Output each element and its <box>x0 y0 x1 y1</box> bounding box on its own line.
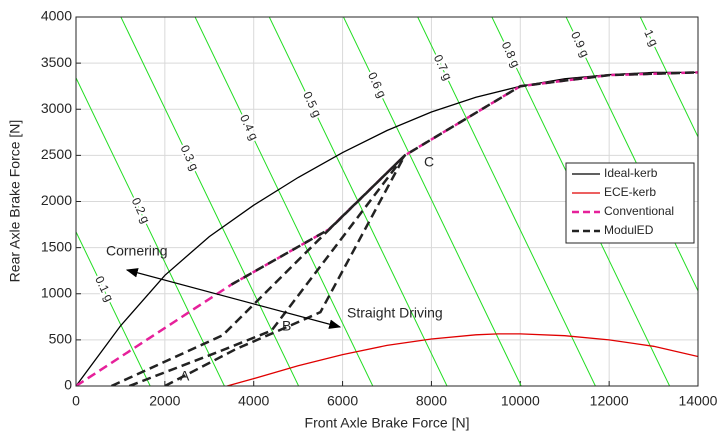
x-tick-label: 4000 <box>238 393 269 409</box>
annotation: Cornering <box>106 243 167 259</box>
y-tick-label: 1000 <box>41 284 72 300</box>
y-tick-label: 2500 <box>41 146 72 162</box>
legend-label: ModulED <box>604 223 654 237</box>
decel-line <box>417 17 596 386</box>
annotation: C <box>424 154 434 170</box>
decel-line <box>342 17 522 386</box>
series-line <box>226 333 698 386</box>
y-tick-label: 500 <box>49 331 73 347</box>
y-tick-label: 0 <box>64 377 72 393</box>
x-tick-label: 2000 <box>149 393 180 409</box>
x-tick-label: 0 <box>72 393 80 409</box>
decel-line <box>76 77 225 386</box>
axes-frame <box>75 16 699 387</box>
legend-label: ECE-kerb <box>604 185 656 199</box>
decel-line <box>565 17 698 293</box>
y-tick-label: 2000 <box>41 192 72 208</box>
y-axis-label: Rear Axle Brake Force [N] <box>7 120 23 283</box>
y-tick-label: 4000 <box>41 8 72 24</box>
arrow <box>125 268 342 329</box>
decel-line <box>268 17 448 386</box>
y-tick-label: 1500 <box>41 238 72 254</box>
y-tick-label: 3500 <box>41 54 72 70</box>
legend-label: Conventional <box>604 204 674 218</box>
x-tick-label: 10000 <box>501 393 540 409</box>
decel-line <box>639 17 698 138</box>
x-axis-label: Front Axle Brake Force [N] <box>305 415 470 431</box>
annotation: B <box>282 318 291 334</box>
legend-label: Ideal-kerb <box>604 166 658 180</box>
series-line <box>110 71 698 386</box>
legend-box <box>565 162 695 244</box>
decel-line <box>76 231 151 386</box>
x-tick-label: 8000 <box>416 393 447 409</box>
legend: Ideal-kerb ECE-kerb Conventional ModulED <box>565 162 695 244</box>
x-tick-label: 6000 <box>327 393 358 409</box>
annotation: A <box>180 368 190 384</box>
x-tick-label: 12000 <box>590 393 629 409</box>
y-tick-label: 3000 <box>41 100 72 116</box>
x-tick-label: 14000 <box>679 393 718 409</box>
annotation: Straight Driving <box>347 305 443 321</box>
